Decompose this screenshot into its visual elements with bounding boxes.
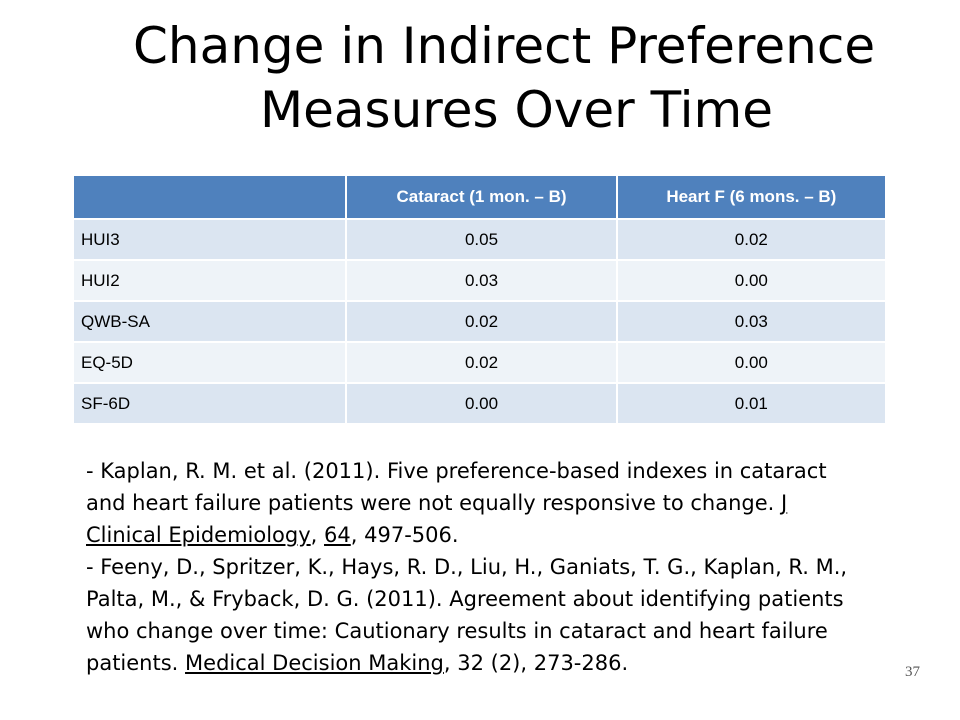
- header-cataract: Cataract (1 mon. – B): [345, 174, 618, 220]
- heart-change-value: 0.03: [615, 300, 888, 343]
- table-row: HUI2 0.03 0.00: [71, 259, 888, 302]
- table-row: QWB-SA 0.02 0.03: [71, 300, 888, 343]
- reference-kaplan-pages: , 497-506.: [350, 523, 459, 547]
- reference-kaplan-separator: ,: [310, 523, 325, 547]
- heart-change-value: 0.00: [615, 341, 888, 384]
- table-row: SF-6D 0.00 0.01: [71, 382, 888, 425]
- reference-kaplan-citation: - Kaplan, R. M. et al. (2011). Five pref…: [86, 459, 827, 515]
- references-block: - Kaplan, R. M. et al. (2011). Five pref…: [86, 455, 866, 679]
- row-measure-label: HUI2: [71, 259, 348, 302]
- header-heart-failure: Heart F (6 mons. – B): [615, 174, 888, 220]
- preference-measures-table: Cataract (1 mon. – B) Heart F (6 mons. –…: [71, 174, 888, 425]
- reference-feeny-pages: , 32 (2), 273-286.: [443, 651, 629, 675]
- cataract-change-value: 0.00: [345, 382, 618, 425]
- table-row: HUI3 0.05 0.02: [71, 218, 888, 261]
- reference-kaplan-volume: 64: [324, 523, 351, 547]
- header-empty-cell: [71, 174, 348, 220]
- row-measure-label: SF-6D: [71, 382, 348, 425]
- cataract-change-value: 0.02: [345, 341, 618, 384]
- table-row: EQ-5D 0.02 0.00: [71, 341, 888, 384]
- cataract-change-value: 0.02: [345, 300, 618, 343]
- page-number: 37: [905, 664, 920, 680]
- reference-feeny-journal: Medical Decision Making: [185, 651, 444, 675]
- heart-change-value: 0.01: [615, 382, 888, 425]
- reference-kaplan-journal: J Clinical Epidemiology: [86, 491, 788, 547]
- slide-title: Change in Indirect Preference Measures O…: [0, 14, 960, 142]
- reference-feeny-citation: - Feeny, D., Spritzer, K., Hays, R. D., …: [86, 555, 848, 675]
- reference-feeny: - Feeny, D., Spritzer, K., Hays, R. D., …: [86, 551, 866, 679]
- row-measure-label: EQ-5D: [71, 341, 348, 384]
- cataract-change-value: 0.03: [345, 259, 618, 302]
- cataract-change-value: 0.05: [345, 218, 618, 261]
- heart-change-value: 0.02: [615, 218, 888, 261]
- table-header-row: Cataract (1 mon. – B) Heart F (6 mons. –…: [71, 174, 888, 220]
- slide-title-line-1: Change in Indirect Preference: [133, 17, 876, 75]
- heart-change-value: 0.00: [615, 259, 888, 302]
- slide-title-line-2: Measures Over Time: [260, 81, 773, 139]
- reference-kaplan: - Kaplan, R. M. et al. (2011). Five pref…: [86, 455, 866, 551]
- row-measure-label: HUI3: [71, 218, 348, 261]
- row-measure-label: QWB-SA: [71, 300, 348, 343]
